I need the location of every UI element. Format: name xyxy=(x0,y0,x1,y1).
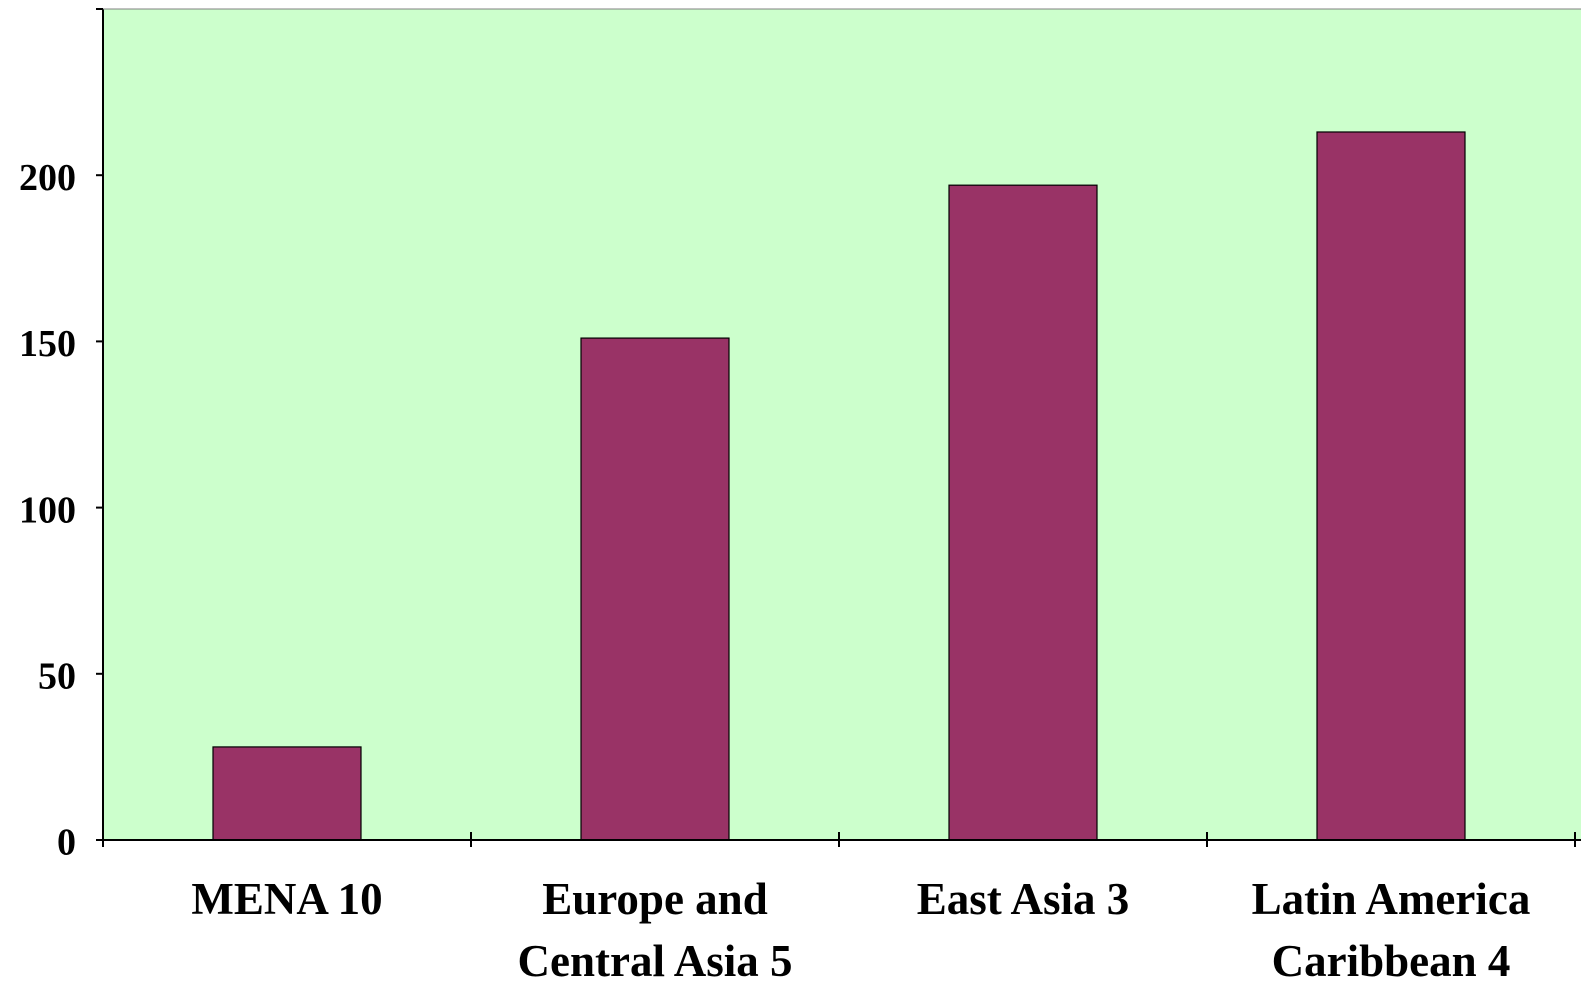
x-tick-label: Latin America Caribbean 4 xyxy=(1252,874,1531,986)
bar-0 xyxy=(212,746,362,841)
x-tick-label: Europe and Central Asia 5 xyxy=(518,874,793,986)
bar-2 xyxy=(948,184,1098,841)
x-tick-label: MENA 10 xyxy=(191,874,382,924)
bars xyxy=(212,131,1466,841)
bar-1 xyxy=(580,337,730,841)
y-axis-ticks: 0 50 100 150 200 xyxy=(19,8,103,864)
y-tick-label: 100 xyxy=(19,489,76,531)
x-tick-label: East Asia 3 xyxy=(917,874,1130,924)
x-axis-ticks: MENA 10 Europe and Central Asia 5 East Asia… xyxy=(102,832,1576,986)
y-tick-label: 50 xyxy=(38,656,76,698)
y-tick-label: 150 xyxy=(19,323,76,365)
bar-3 xyxy=(1316,131,1466,841)
y-tick-label: 0 xyxy=(57,822,76,864)
y-tick-label: 200 xyxy=(19,157,76,199)
